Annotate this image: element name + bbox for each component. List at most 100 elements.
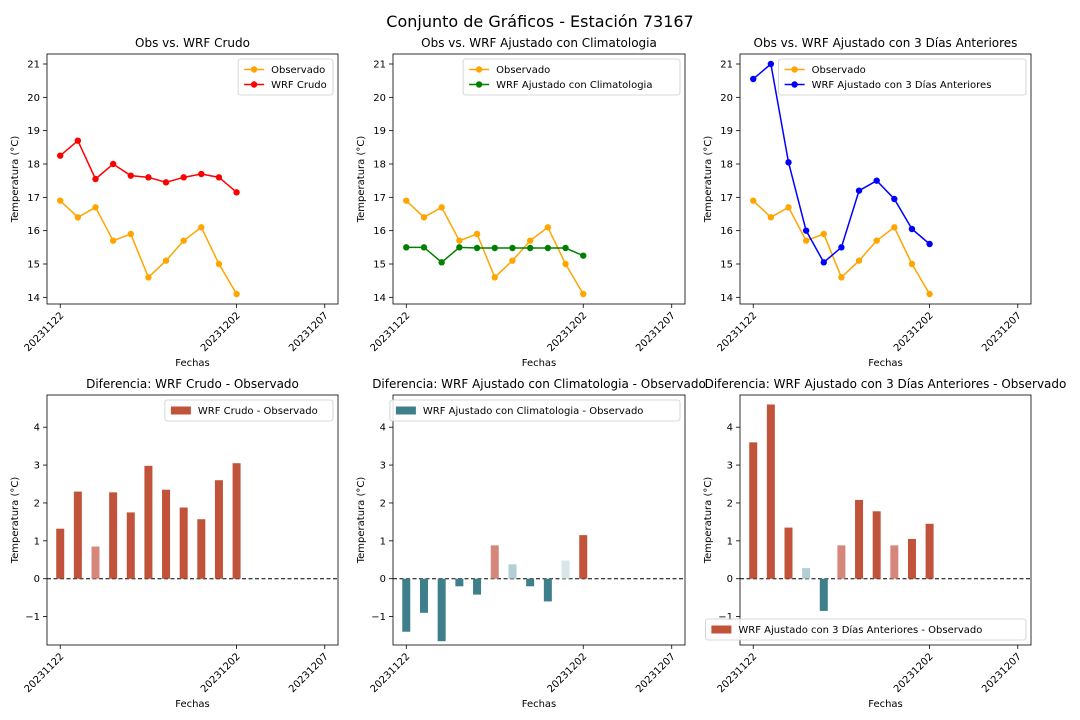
bar: [855, 499, 864, 579]
x-tick-label: 20231122: [716, 310, 760, 354]
y-axis-label: Temperatura (°C): [703, 136, 714, 224]
data-point: [891, 224, 898, 231]
data-point: [215, 260, 223, 268]
data-point: [198, 224, 205, 231]
y-tick-label: 2: [380, 498, 386, 509]
legend-box: [462, 58, 681, 96]
data-point: [908, 260, 916, 268]
legend: WRF Ajustado con Climatologia - Observad…: [389, 399, 681, 422]
data-point: [162, 179, 170, 186]
legend-label: WRF Ajustado con 3 Días Anteriores - Obs…: [738, 624, 982, 636]
data-point: [127, 230, 134, 238]
data-point: [491, 274, 498, 281]
bar: [872, 511, 881, 579]
data-point: [750, 197, 757, 204]
data-point: [926, 240, 933, 248]
bar: [179, 507, 188, 579]
bar: [473, 578, 482, 595]
bar: [402, 578, 411, 632]
legend-label: WRF Ajustado con Climatologia - Observad…: [423, 406, 644, 417]
data-point: [544, 244, 552, 252]
legend-label: Observado: [496, 65, 550, 76]
data-point: [92, 204, 99, 211]
legend-box: [778, 58, 1027, 96]
data-point: [233, 290, 240, 298]
data-point: [456, 244, 463, 251]
data-point: [57, 197, 64, 204]
x-axis-label: Fechas: [175, 699, 210, 710]
x-tick-label: 20231207: [980, 310, 1024, 354]
legend: WRF Crudo - Observado: [164, 399, 334, 422]
axes-frame: [46, 394, 339, 646]
bar: [162, 489, 171, 579]
chart-title: Obs vs. WRF Ajustado con Climatologia: [421, 36, 657, 50]
bar: [837, 545, 846, 579]
legend-marker: [475, 81, 483, 88]
x-tick-label: 20231202: [546, 310, 590, 354]
data-point: [162, 257, 170, 264]
y-tick-label: 18: [373, 160, 386, 171]
x-tick-label: 20231207: [287, 651, 331, 695]
y-tick-label: 19: [720, 126, 733, 137]
y-tick-label: 14: [720, 293, 733, 304]
bar: [543, 578, 552, 602]
y-tick-label: 1: [34, 536, 40, 547]
y-tick-label: 15: [27, 260, 40, 271]
data-point: [145, 274, 152, 281]
bar: [907, 538, 916, 579]
y-tick-label: 19: [373, 126, 386, 137]
chart-title: Diferencia: WRF Ajustado con Climatologi…: [372, 377, 706, 391]
data-point: [473, 230, 481, 238]
y-tick-label: 4: [727, 423, 733, 434]
y-tick-label: 0: [380, 574, 386, 585]
x-tick-label: 20231122: [369, 651, 413, 695]
legend-marker: [791, 66, 798, 73]
bar: [56, 528, 65, 579]
legend-box: [705, 618, 1027, 641]
data-point: [456, 237, 463, 244]
chart-title: Diferencia: WRF Crudo - Observado: [86, 377, 299, 391]
y-tick-label: 14: [373, 293, 386, 304]
axes-frame: [392, 53, 686, 305]
data-point: [215, 174, 223, 181]
bar: [197, 519, 206, 579]
y-tick-label: 16: [720, 226, 733, 237]
x-tick-label: 20231122: [23, 651, 67, 695]
y-tick-label: 15: [373, 260, 386, 271]
data-point: [785, 159, 792, 166]
chart-title: Obs vs. WRF Ajustado con 3 Días Anterior…: [754, 36, 1018, 50]
y-tick-label: 17: [720, 193, 733, 204]
bar: [437, 578, 446, 642]
data-point: [198, 170, 205, 178]
y-tick-label: 2: [727, 498, 733, 509]
data-point: [750, 75, 757, 83]
x-tick-label: 20231202: [892, 651, 936, 695]
x-axis-label: Fechas: [522, 699, 557, 710]
bar: [126, 512, 135, 579]
data-point: [785, 204, 792, 211]
legend-marker: [250, 81, 258, 88]
legend: Observado WRF Ajustado con Climatologia: [462, 58, 681, 96]
y-tick-label: −1: [371, 612, 386, 623]
legend-swatch: [170, 406, 191, 415]
y-axis-label: Temperatura (°C): [356, 136, 367, 224]
y-tick-label: 2: [34, 498, 40, 509]
bar: [144, 465, 153, 579]
data-point: [820, 259, 827, 266]
y-tick-label: 21: [27, 60, 40, 71]
chart-6: Diferencia: WRF Ajustado con 3 Días Ante…: [703, 377, 1066, 710]
bar: [802, 568, 811, 579]
x-tick-label: 20231202: [199, 310, 243, 354]
data-point: [580, 290, 587, 298]
legend-swatch: [395, 406, 416, 415]
bar: [419, 578, 428, 613]
data-point: [820, 230, 827, 238]
data-point: [180, 237, 187, 244]
data-point: [420, 244, 428, 251]
legend: Observado WRF Ajustado con 3 Días Anterio…: [778, 58, 1027, 96]
x-tick-label: 20231207: [634, 651, 678, 695]
data-point: [802, 227, 810, 234]
chart-1: Obs vs. WRF Crudo 14 15 16 17 18 19 20 21 2023112…: [10, 36, 339, 369]
data-point: [92, 175, 99, 183]
x-tick-label: 20231202: [199, 651, 243, 695]
